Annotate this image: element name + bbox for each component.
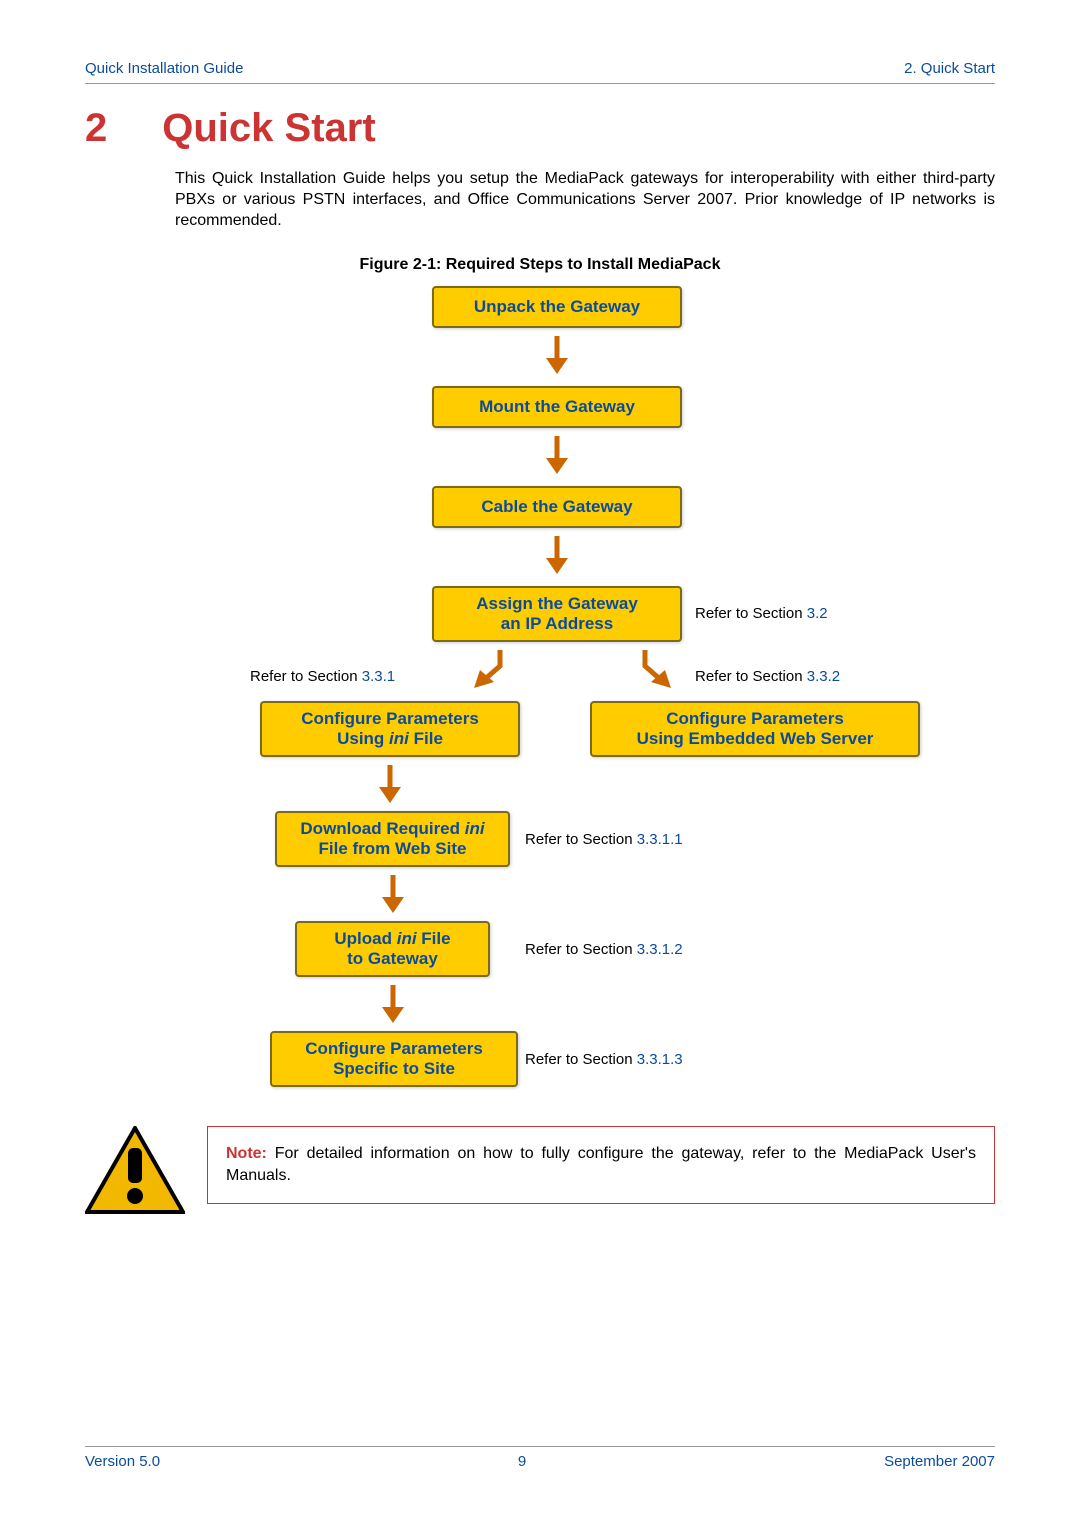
arrow-branch-icon <box>470 648 510 688</box>
chapter-heading: 2 Quick Start <box>85 106 995 151</box>
flow-box-cable: Cable the Gateway <box>432 486 682 528</box>
header-left: Quick Installation Guide <box>85 60 243 77</box>
flow-box-assign: Assign the Gatewayan IP Address <box>432 586 682 642</box>
section-link[interactable]: 3.3.1.2 <box>637 941 683 958</box>
section-reference: Refer to Section 3.2 <box>695 605 828 622</box>
section-link[interactable]: 3.3.1.1 <box>637 831 683 848</box>
page-header: Quick Installation Guide 2. Quick Start <box>85 60 995 84</box>
figure-caption: Figure 2-1: Required Steps to Install Me… <box>85 256 995 274</box>
flow-box-specific: Configure ParametersSpecific to Site <box>270 1031 518 1087</box>
flow-box-mount: Mount the Gateway <box>432 386 682 428</box>
arrow-down-icon <box>378 873 408 913</box>
flow-box-download: Download Required iniFile from Web Site <box>275 811 510 867</box>
section-link[interactable]: 3.3.1.3 <box>637 1051 683 1068</box>
arrow-down-icon <box>375 763 405 803</box>
chapter-number: 2 <box>85 106 107 151</box>
arrow-down-icon <box>542 534 572 574</box>
warning-icon <box>85 1126 185 1216</box>
section-reference: Refer to Section 3.3.1.2 <box>525 941 683 958</box>
header-right: 2. Quick Start <box>904 60 995 77</box>
section-reference: Refer to Section 3.3.1 <box>250 668 395 685</box>
footer-center: 9 <box>518 1453 526 1470</box>
note-box: Note: For detailed information on how to… <box>207 1126 995 1203</box>
section-link[interactable]: 3.3.1 <box>362 668 395 685</box>
section-reference: Refer to Section 3.3.1.1 <box>525 831 683 848</box>
section-reference: Refer to Section 3.3.2 <box>695 668 840 685</box>
note-label: Note: <box>226 1145 267 1162</box>
arrow-branch-icon <box>635 648 675 688</box>
section-link[interactable]: 3.3.2 <box>807 668 840 685</box>
flow-box-cfg_ini: Configure ParametersUsing ini File <box>260 701 520 757</box>
arrow-down-icon <box>378 983 408 1023</box>
note-callout: Note: For detailed information on how to… <box>85 1126 995 1216</box>
section-link[interactable]: 3.2 <box>807 605 828 622</box>
intro-paragraph: This Quick Installation Guide helps you … <box>175 169 995 231</box>
flow-box-unpack: Unpack the Gateway <box>432 286 682 328</box>
flow-box-cfg_web: Configure ParametersUsing Embedded Web S… <box>590 701 920 757</box>
section-reference: Refer to Section 3.3.1.3 <box>525 1051 683 1068</box>
flow-box-upload: Upload ini Fileto Gateway <box>295 921 490 977</box>
footer-right: September 2007 <box>884 1453 995 1470</box>
page-footer: Version 5.0 9 September 2007 <box>85 1446 995 1470</box>
flowchart-diagram: Unpack the Gateway Mount the Gateway Cable… <box>175 286 995 1076</box>
note-text: For detailed information on how to fully… <box>226 1145 976 1184</box>
arrow-down-icon <box>542 434 572 474</box>
arrow-down-icon <box>542 334 572 374</box>
footer-left: Version 5.0 <box>85 1453 160 1470</box>
chapter-title: Quick Start <box>162 106 375 151</box>
